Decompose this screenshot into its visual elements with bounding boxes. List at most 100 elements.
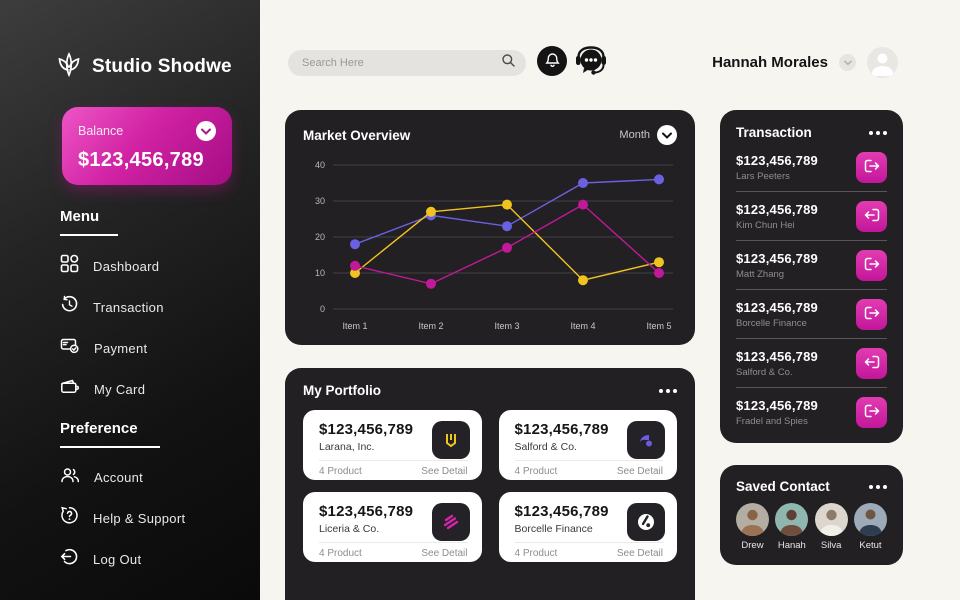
market-overview-title: Market Overview [303, 127, 411, 143]
preference-section: Preference Account [60, 420, 185, 571]
see-detail-link[interactable]: See Detail [421, 466, 468, 477]
svg-text:Item 5: Item 5 [646, 321, 671, 331]
sidebar-item-label: My Card [94, 381, 146, 397]
sidebar-item-label: Log Out [93, 551, 142, 567]
svg-text:30: 30 [315, 196, 325, 206]
user-avatar[interactable] [867, 47, 898, 78]
transaction-name: Salford & Co. [736, 367, 793, 378]
see-detail-link[interactable]: See Detail [616, 548, 663, 559]
market-overview-chart: 0 10 20 30 40 Item 1 Item 2 Item 3 Item 4 Item 5 [315, 160, 673, 331]
menu-section: Menu Dashboard Transa [60, 208, 164, 401]
period-chevron-down-icon[interactable] [657, 125, 677, 145]
portfolio-card[interactable]: $123,456,789 Salford & Co. 4 Product See… [498, 410, 677, 480]
contact-name: Hanah [777, 540, 806, 551]
transaction-amount: $123,456,789 [736, 398, 818, 413]
notification-bell-button[interactable] [537, 46, 567, 76]
portfolio-company: Larana, Inc. [319, 441, 375, 453]
contact-silva[interactable]: Silva [814, 503, 848, 551]
contact-avatar [814, 503, 848, 536]
svg-text:Item 4: Item 4 [570, 321, 595, 331]
svg-text:0: 0 [320, 304, 325, 314]
portfolio-products: 4 Product [514, 548, 558, 559]
portfolio-company: Liceria & Co. [319, 523, 380, 535]
preference-underline [60, 446, 160, 448]
contact-name: Silva [820, 540, 842, 551]
portfolio-amount: $123,456,789 [319, 421, 414, 438]
sidebar-item-my-card[interactable]: My Card [60, 377, 164, 401]
transaction-amount: $123,456,789 [736, 202, 818, 217]
portfolio-card[interactable]: $123,456,789 Liceria & Co. 4 Product See… [303, 492, 482, 562]
see-detail-link[interactable]: See Detail [421, 548, 468, 559]
portfolio-card[interactable]: $123,456,789 Larana, Inc. 4 Product See … [303, 410, 482, 480]
transfer-in-button[interactable] [856, 201, 887, 232]
headset-chat-icon [572, 46, 610, 84]
transfer-out-button[interactable] [856, 299, 887, 330]
transfer-out-icon [864, 159, 880, 176]
sidebar-item-logout[interactable]: Log Out [60, 547, 185, 571]
user-name: Hannah Morales [712, 54, 828, 71]
brand: Studio Shodwe [0, 0, 260, 83]
portfolio-more-options-icon[interactable] [659, 385, 677, 397]
contact-name: Ketut [859, 540, 882, 551]
portfolio-panel: My Portfolio $123,456,789 Larana, Inc. 4… [285, 368, 695, 600]
portfolio-amount: $123,456,789 [514, 503, 609, 520]
transfer-out-button[interactable] [856, 397, 887, 428]
preference-heading: Preference [60, 420, 138, 437]
portfolio-amount: $123,456,789 [319, 503, 414, 520]
balance-chevron-down-icon[interactable] [196, 121, 216, 141]
transfer-out-icon [864, 306, 880, 323]
sidebar-item-label: Account [94, 470, 144, 485]
brand-name: Studio Shodwe [92, 55, 232, 77]
search-input[interactable] [302, 57, 501, 69]
period-selector[interactable]: Month [619, 125, 677, 145]
larana-logo-icon [431, 421, 470, 459]
sidebar-item-help[interactable]: Help & Support [60, 506, 185, 530]
sidebar-item-label: Payment [94, 340, 148, 356]
svg-text:Item 3: Item 3 [494, 321, 519, 331]
portfolio-products: 4 Product [319, 548, 362, 559]
svg-text:Item 1: Item 1 [342, 321, 367, 331]
my-card-icon [60, 377, 80, 401]
transfer-out-button[interactable] [856, 152, 887, 183]
transaction-row: $123,456,789 Salford & Co. [736, 339, 887, 388]
sidebar-item-payment[interactable]: Payment [60, 336, 164, 360]
user-chevron-down-icon[interactable] [839, 54, 856, 71]
transaction-panel: Transaction $123,456,789 Lars Peeters $123… [720, 110, 903, 443]
see-detail-link[interactable]: See Detail [616, 466, 663, 477]
transaction-row: $123,456,789 Matt Zhang [736, 241, 887, 290]
contact-ketut[interactable]: Ketut [853, 503, 887, 551]
transaction-title: Transaction [736, 125, 812, 140]
contact-hanah[interactable]: Hanah [775, 503, 809, 551]
support-headset-button[interactable] [572, 44, 610, 80]
sidebar-item-account[interactable]: Account [60, 466, 185, 489]
svg-text:10: 10 [315, 268, 325, 278]
contact-avatar [736, 503, 769, 536]
transfer-out-button[interactable] [856, 250, 887, 281]
liceria-logo-icon [431, 503, 470, 541]
contact-drew[interactable]: Drew [736, 503, 769, 551]
transaction-more-options-icon[interactable] [869, 127, 887, 139]
balance-card: Balance $123,456,789 [62, 107, 232, 185]
sidebar-item-transaction[interactable]: Transaction [60, 295, 164, 319]
transfer-in-button[interactable] [856, 348, 887, 379]
balance-label: Balance [78, 124, 124, 138]
transaction-amount: $123,456,789 [736, 300, 818, 315]
sidebar: Studio Shodwe Balance $123,456,789 Menu … [0, 0, 260, 600]
borcelle-logo-icon [627, 503, 665, 541]
transfer-out-icon [864, 257, 880, 274]
transaction-row: $123,456,789 Kim Chun Hei [736, 192, 887, 241]
logout-icon [60, 547, 79, 571]
transaction-amount: $123,456,789 [736, 251, 818, 266]
search-icon[interactable] [501, 53, 516, 73]
portfolio-products: 4 Product [319, 466, 362, 477]
payment-icon [60, 336, 80, 360]
contact-avatar [775, 503, 809, 536]
menu-heading: Menu [60, 208, 100, 225]
portfolio-company: Borcelle Finance [514, 523, 593, 535]
sidebar-item-dashboard[interactable]: Dashboard [60, 254, 164, 278]
transaction-row: $123,456,789 Fradel and Spies [736, 388, 887, 436]
svg-text:40: 40 [315, 160, 325, 170]
contacts-more-options-icon[interactable] [869, 481, 887, 493]
transaction-name: Matt Zhang [736, 269, 785, 280]
portfolio-card[interactable]: $123,456,789 Borcelle Finance 4 Product … [498, 492, 677, 562]
